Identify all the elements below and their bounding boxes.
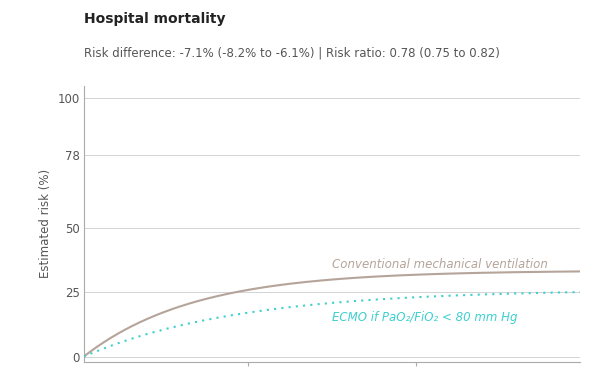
Text: ECMO if PaO₂/FiO₂ < 80 mm Hg: ECMO if PaO₂/FiO₂ < 80 mm Hg xyxy=(332,311,517,324)
Y-axis label: Estimated risk (%): Estimated risk (%) xyxy=(39,169,52,278)
Text: Conventional mechanical ventilation: Conventional mechanical ventilation xyxy=(332,258,548,271)
Text: Risk difference: -7.1% (-8.2% to -6.1%) | Risk ratio: 0.78 (0.75 to 0.82): Risk difference: -7.1% (-8.2% to -6.1%) … xyxy=(84,47,499,60)
Text: Hospital mortality: Hospital mortality xyxy=(84,12,225,26)
